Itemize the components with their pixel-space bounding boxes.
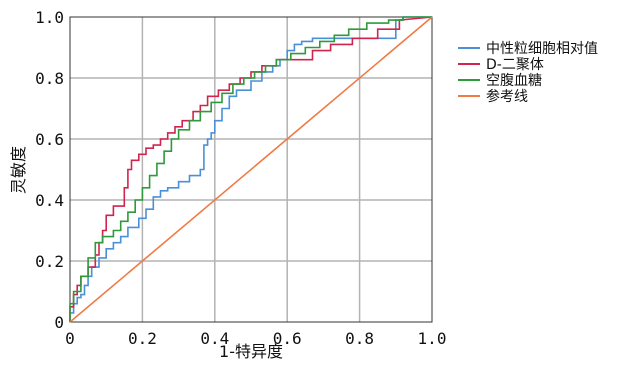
x-tick-labels: 0 0.2 0.4 0.6 0.8 1.0 [65, 329, 446, 348]
legend-label-3: 参考线 [486, 88, 528, 105]
x-tick-label: 1.0 [418, 329, 447, 348]
y-tick-label: 0.6 [35, 130, 64, 149]
legend-label-2: 空腹血糖 [486, 72, 542, 89]
y-tick-label: 1.0 [35, 8, 64, 27]
y-tick-label: 0.2 [35, 252, 64, 271]
series-line-3 [69, 16, 433, 323]
x-tick-label: 0.4 [200, 329, 229, 348]
x-tick-label: 0.2 [128, 329, 157, 348]
series-group [69, 16, 433, 323]
x-tick-label: 0 [65, 329, 75, 348]
x-axis-title: 1-特异度 [219, 342, 283, 361]
y-tick-label: 0 [54, 313, 64, 332]
legend-label-1: D-二聚体 [486, 57, 544, 73]
x-tick-label: 0.8 [345, 329, 374, 348]
legend-label-0: 中性粒细胞相对值 [486, 41, 598, 57]
y-tick-label: 0.8 [35, 69, 64, 88]
y-tick-label: 0.4 [35, 191, 64, 210]
x-tick-label: 0.6 [273, 329, 302, 348]
y-axis-title: 灵敏度 [9, 146, 28, 194]
grid-lines [70, 17, 432, 322]
y-tick-labels: 0 0.2 0.4 0.6 0.8 1.0 [35, 8, 64, 332]
plot-frame [69, 16, 433, 323]
series-line-2 [69, 16, 432, 322]
